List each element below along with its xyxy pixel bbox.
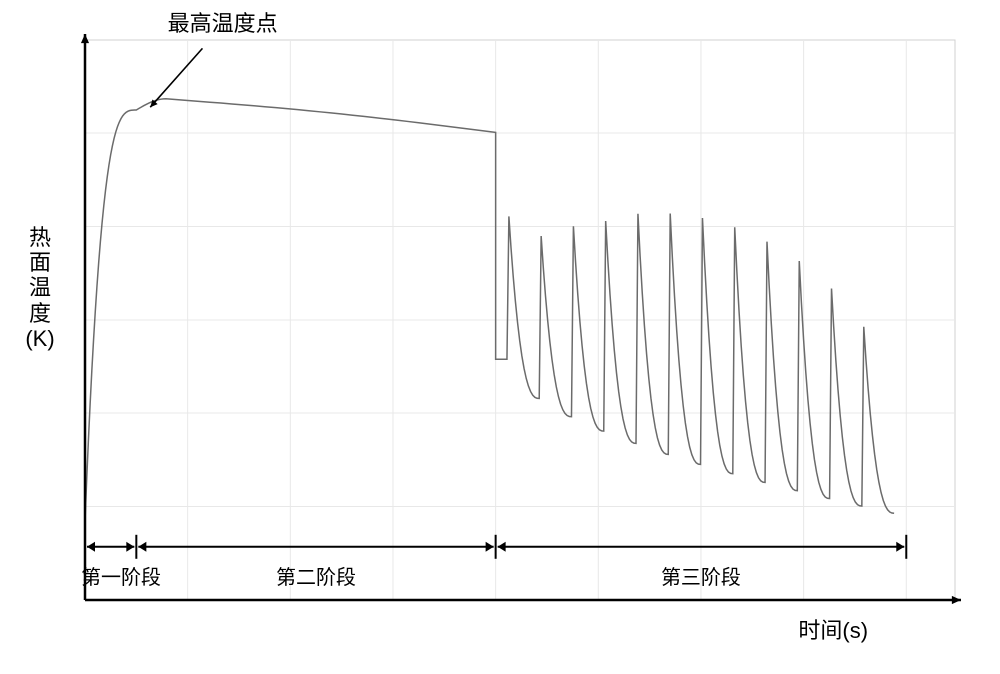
y-axis-label: 热 面 温 度 (K) xyxy=(20,225,60,351)
stage3-label: 第三阶段 xyxy=(496,561,907,590)
peak-annotation-arrow xyxy=(150,48,202,107)
stage2-label: 第二阶段 xyxy=(136,561,495,590)
chart-container: 最高温度点 热 面 温 度 (K) 时间(s) 第一阶段 第二阶段 第三阶段 xyxy=(0,0,1000,674)
temperature-curve xyxy=(85,99,894,522)
peak-temperature-label: 最高温度点 xyxy=(168,6,278,38)
x-axis-label: 时间(s) xyxy=(798,618,868,643)
